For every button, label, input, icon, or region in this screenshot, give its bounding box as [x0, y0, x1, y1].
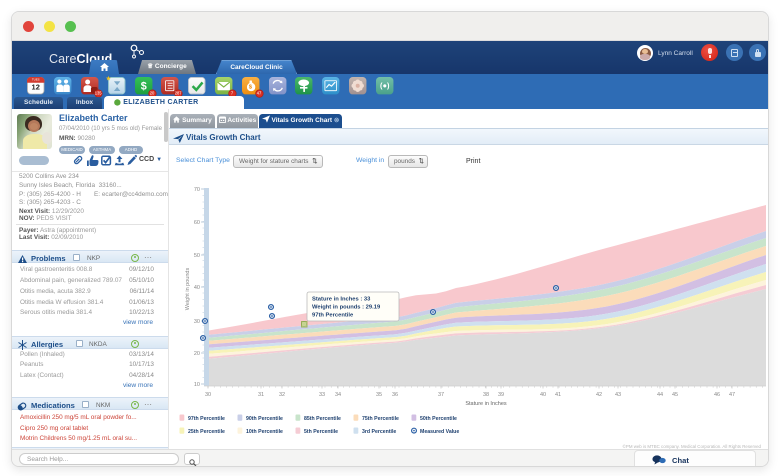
svg-text:50th Percentile: 50th Percentile [420, 416, 457, 422]
svg-text:33: 33 [319, 392, 325, 398]
svg-text:25th Percentile: 25th Percentile [188, 429, 225, 435]
svg-text:34: 34 [335, 392, 341, 398]
svg-text:50: 50 [194, 253, 200, 259]
svg-text:45: 45 [672, 392, 678, 398]
svg-text:41: 41 [555, 392, 561, 398]
svg-text:43: 43 [615, 392, 621, 398]
svg-text:39: 39 [498, 392, 504, 398]
svg-text:90th Percentile: 90th Percentile [246, 416, 283, 422]
svg-text:60: 60 [194, 220, 200, 226]
svg-text:40: 40 [194, 285, 200, 291]
svg-text:70: 70 [194, 187, 200, 193]
svg-text:30: 30 [205, 392, 211, 398]
svg-text:38: 38 [483, 392, 489, 398]
svg-text:31: 31 [258, 392, 264, 398]
svg-text:©PM web is MTBC company. Medic: ©PM web is MTBC company. Medical Corpora… [623, 444, 762, 449]
svg-text:75th Percentile: 75th Percentile [362, 416, 399, 422]
svg-text:10th Percentile: 10th Percentile [246, 429, 283, 435]
svg-text:Weight in pounds : 29.19: Weight in pounds : 29.19 [312, 305, 381, 311]
svg-text:37: 37 [438, 392, 444, 398]
svg-text:32: 32 [279, 392, 285, 398]
svg-text:30: 30 [194, 319, 200, 325]
svg-text:97th Percentile: 97th Percentile [312, 313, 354, 319]
svg-text:42: 42 [596, 392, 602, 398]
svg-text:97th Percentile: 97th Percentile [188, 416, 225, 422]
svg-text:Measured Value: Measured Value [420, 429, 459, 435]
svg-text:10: 10 [194, 382, 200, 388]
svg-text:35: 35 [376, 392, 382, 398]
svg-text:47: 47 [729, 392, 735, 398]
svg-text:Stature in Inches: Stature in Inches [465, 401, 507, 407]
svg-text:3rd Percentile: 3rd Percentile [362, 429, 396, 435]
svg-text:Stature in Inches : 33: Stature in Inches : 33 [312, 297, 371, 303]
svg-text:5th Percentile: 5th Percentile [304, 429, 338, 435]
svg-text:85th Percentile: 85th Percentile [304, 416, 341, 422]
svg-text:36: 36 [392, 392, 398, 398]
svg-text:40: 40 [540, 392, 546, 398]
svg-text:46: 46 [714, 392, 720, 398]
svg-text:20: 20 [194, 351, 200, 357]
svg-text:Weight in pounds: Weight in pounds [185, 268, 191, 311]
svg-text:44: 44 [657, 392, 663, 398]
